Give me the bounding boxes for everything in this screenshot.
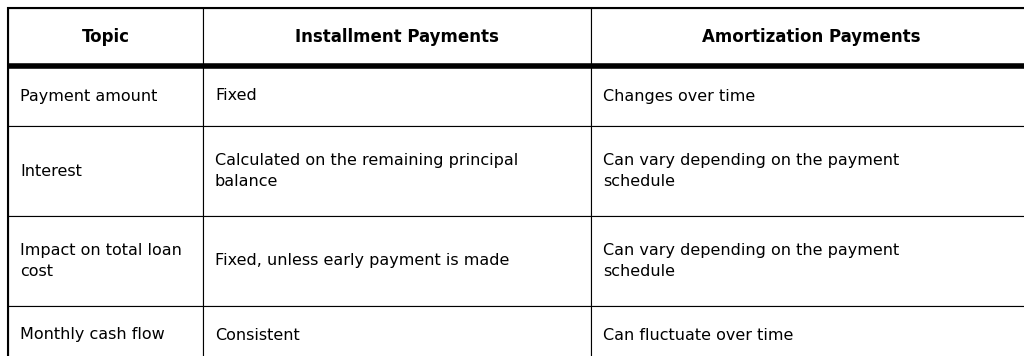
Text: Can vary depending on the payment
schedule: Can vary depending on the payment schedu… [603, 153, 899, 189]
Bar [203, 216, 591, 306]
Text: Fixed: Fixed [215, 89, 257, 104]
Bar [591, 66, 1024, 126]
Text: Interest: Interest [20, 163, 82, 178]
Text: Amortization Payments: Amortization Payments [702, 28, 921, 46]
Bar [8, 126, 203, 216]
Text: Can vary depending on the payment
schedule: Can vary depending on the payment schedu… [603, 243, 899, 279]
Text: Can fluctuate over time: Can fluctuate over time [603, 328, 794, 342]
Text: Consistent: Consistent [215, 328, 300, 342]
Text: Calculated on the remaining principal
balance: Calculated on the remaining principal ba… [215, 153, 518, 189]
Text: Changes over time: Changes over time [603, 89, 756, 104]
Text: Fixed, unless early payment is made: Fixed, unless early payment is made [215, 253, 509, 268]
Bar [203, 8, 591, 66]
Bar [8, 216, 203, 306]
Bar [8, 66, 203, 126]
Text: Topic: Topic [82, 28, 129, 46]
Bar [591, 216, 1024, 306]
Bar [203, 306, 591, 356]
Text: Monthly cash flow: Monthly cash flow [20, 328, 165, 342]
Text: Installment Payments: Installment Payments [295, 28, 499, 46]
Text: Impact on total loan
cost: Impact on total loan cost [20, 243, 182, 279]
Text: Payment amount: Payment amount [20, 89, 158, 104]
Bar [591, 306, 1024, 356]
Bar [591, 8, 1024, 66]
Bar [591, 126, 1024, 216]
Bar [203, 126, 591, 216]
Bar [203, 66, 591, 126]
Bar [8, 8, 203, 66]
Bar [8, 306, 203, 356]
